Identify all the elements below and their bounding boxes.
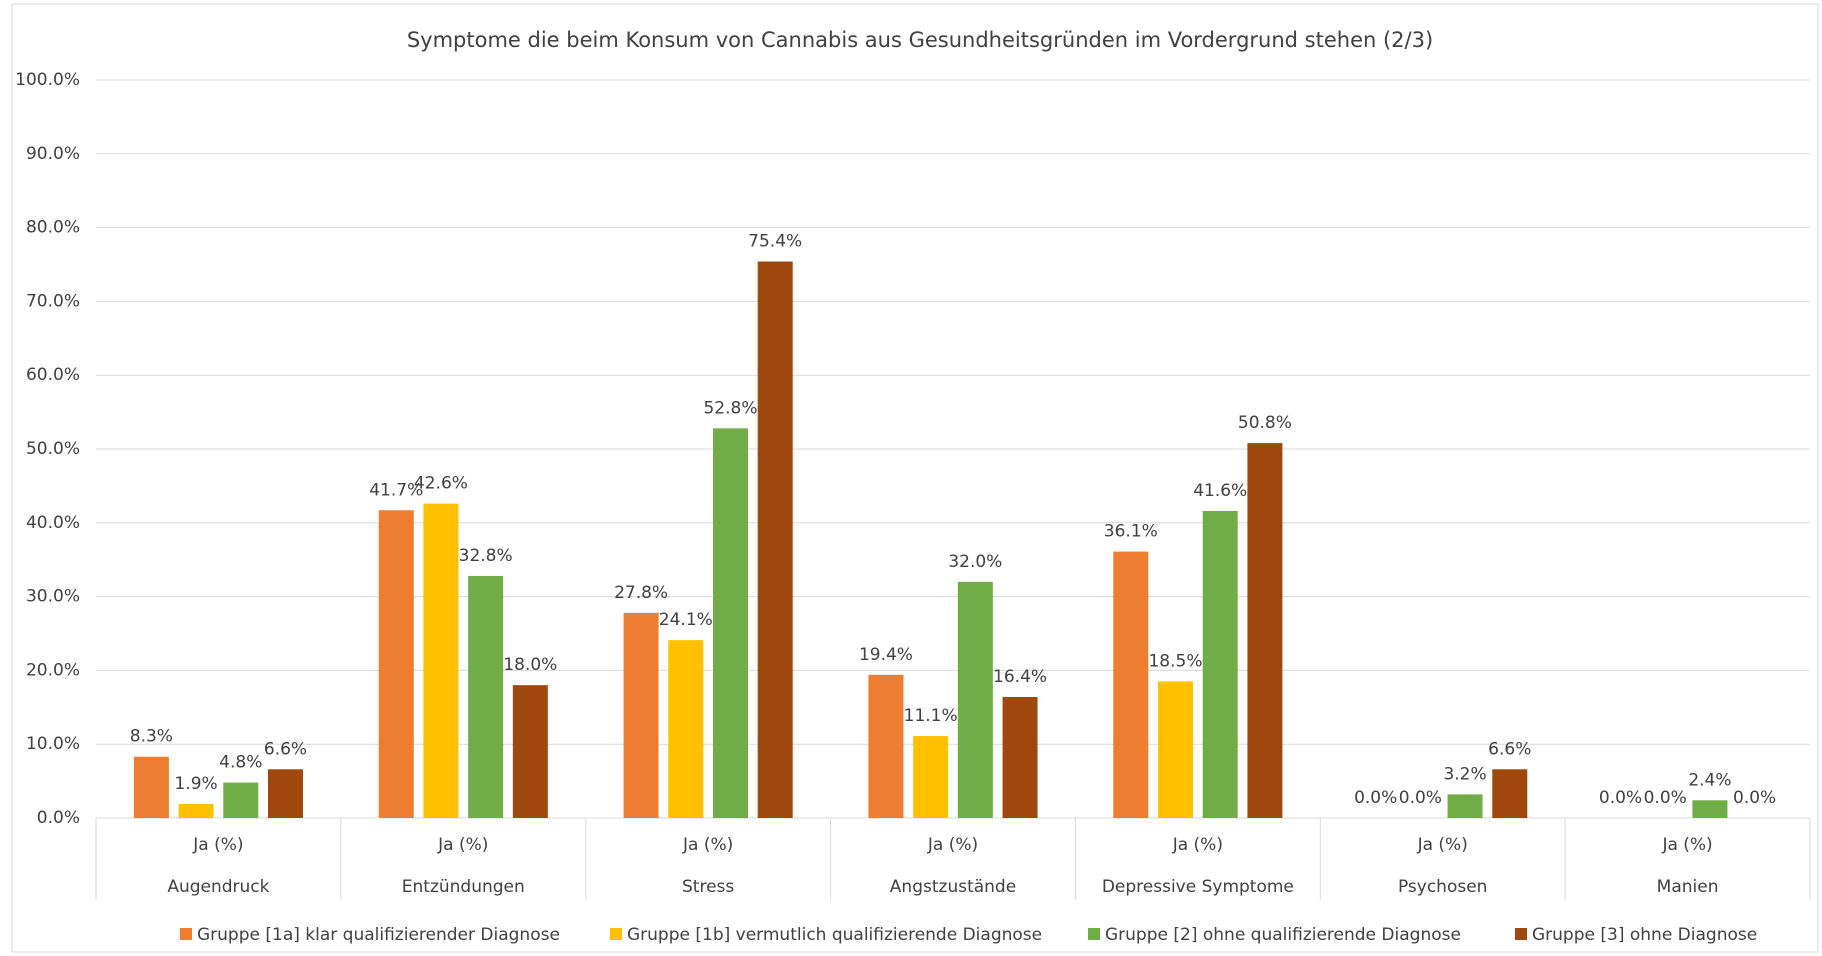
x-tick-label: Depressive Symptome [1102,877,1294,897]
bar [133,756,169,818]
data-label: 0.0% [1399,788,1442,808]
bar [668,640,704,818]
legend-swatch [1088,928,1100,940]
y-tick-label: 70.0% [26,291,80,311]
data-label: 6.6% [264,739,307,759]
x-subcategory-label: Ja (%) [682,835,733,855]
x-tick-label: Stress [682,877,734,897]
x-tick-label: Manien [1657,877,1719,897]
data-label: 4.8% [219,753,262,773]
data-label: 8.3% [130,727,173,747]
x-tick-label: Entzündungen [402,877,525,897]
chart-title: Symptome die beim Konsum von Cannabis au… [407,28,1433,52]
data-label: 50.8% [1238,413,1292,433]
bar [957,581,993,818]
bar [1692,800,1728,818]
legend-label: Gruppe [1b] vermutlich qualifizierende D… [627,925,1042,945]
bar [757,261,793,819]
data-label: 75.4% [748,232,802,252]
x-subcategory-label: Ja (%) [927,835,978,855]
data-label: 42.6% [414,474,468,494]
y-tick-label: 100.0% [15,70,80,90]
y-tick-label: 10.0% [26,734,80,754]
data-label: 6.6% [1488,739,1531,759]
data-label: 0.0% [1644,788,1687,808]
data-label: 0.0% [1599,788,1642,808]
data-label: 32.8% [459,546,513,566]
data-label: 0.0% [1733,788,1776,808]
x-subcategory-label: Ja (%) [192,835,243,855]
legend-label: Gruppe [1a] klar qualifizierender Diagno… [197,925,560,945]
data-label: 24.1% [659,610,713,630]
bar [1002,696,1038,818]
x-subcategory-label: Ja (%) [1661,835,1712,855]
y-tick-label: 50.0% [26,439,80,459]
data-label: 19.4% [859,645,913,665]
bar [423,503,459,818]
data-label: 0.0% [1354,788,1397,808]
bar [468,575,504,818]
legend-swatch [1515,928,1527,940]
x-subcategory-label: Ja (%) [1172,835,1223,855]
data-label: 1.9% [174,774,217,794]
bar [1247,443,1283,818]
bar [623,612,659,818]
data-label: 18.0% [503,655,557,675]
y-tick-label: 60.0% [26,365,80,385]
legend-swatch [180,928,192,940]
y-tick-label: 80.0% [26,218,80,238]
x-tick-label: Psychosen [1398,877,1487,897]
data-label: 3.2% [1443,764,1486,784]
legend-swatch [610,928,622,940]
bar [267,769,303,818]
bar [512,685,548,818]
x-tick-label: Angstzustände [890,877,1016,897]
y-tick-label: 0.0% [37,808,80,828]
data-label: 16.4% [993,667,1047,687]
data-label: 2.4% [1688,770,1731,790]
data-label: 32.0% [948,552,1002,572]
bar [1202,510,1238,818]
data-label: 52.8% [703,398,757,418]
y-tick-label: 90.0% [26,144,80,164]
data-label: 27.8% [614,583,668,603]
bar [223,782,259,818]
x-tick-label: Augendruck [167,877,269,897]
data-label: 36.1% [1104,522,1158,542]
bar [378,510,414,818]
legend-label: Gruppe [2] ohne qualifizierende Diagnose [1105,925,1461,945]
bar [1158,681,1194,818]
data-label: 41.6% [1193,481,1247,501]
x-subcategory-label: Ja (%) [437,835,488,855]
data-label: 18.5% [1148,651,1202,671]
x-subcategory-label: Ja (%) [1417,835,1468,855]
bar [1113,551,1149,818]
bar [1447,794,1483,818]
data-label: 11.1% [904,706,958,726]
bar [1492,769,1528,818]
legend-label: Gruppe [3] ohne Diagnose [1532,925,1757,945]
bar [913,736,949,818]
bar [868,674,904,818]
y-tick-label: 20.0% [26,660,80,680]
bar [712,428,748,818]
data-label: 41.7% [369,480,423,500]
y-tick-label: 30.0% [26,587,80,607]
y-tick-label: 40.0% [26,513,80,533]
bar [178,803,214,818]
